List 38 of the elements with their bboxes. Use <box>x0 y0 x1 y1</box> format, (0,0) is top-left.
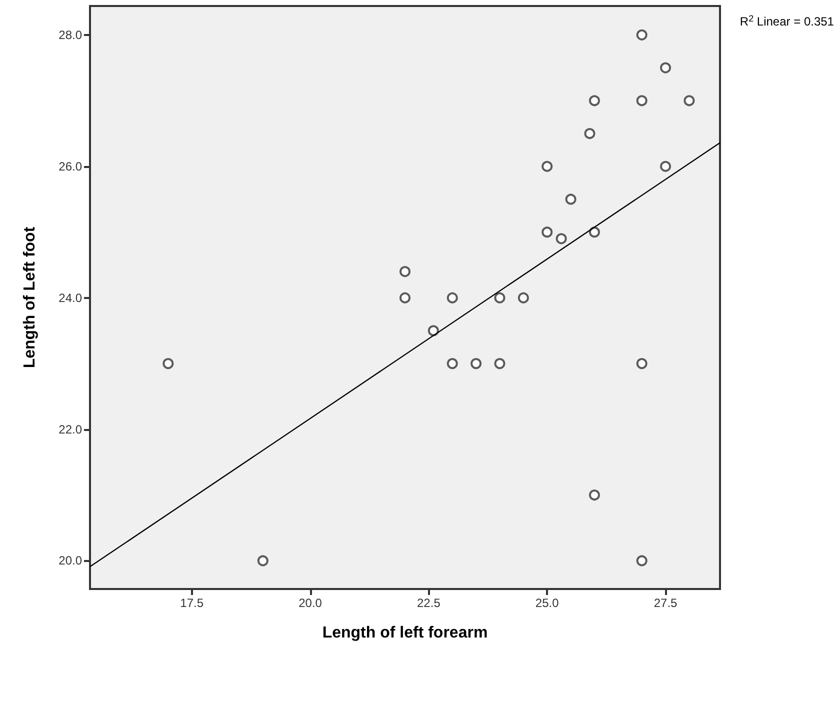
point <box>636 358 648 370</box>
point <box>588 95 600 106</box>
y-tick-label: 26.0 <box>58 159 82 174</box>
point <box>162 358 174 370</box>
point <box>470 358 482 370</box>
point <box>684 95 695 106</box>
y-tick-label: 22.0 <box>58 422 82 436</box>
x-tick-label: 27.5 <box>654 596 678 610</box>
y-tick-label: 28.0 <box>58 28 82 42</box>
point <box>400 266 410 278</box>
point <box>494 358 506 370</box>
point <box>400 292 410 304</box>
x-tick-label: 20.0 <box>298 596 322 610</box>
point <box>542 160 553 172</box>
x-tick-label: 17.5 <box>180 596 204 610</box>
point <box>494 292 506 304</box>
y-tick-label: 24.0 <box>58 290 82 305</box>
point <box>636 95 648 106</box>
point <box>588 226 600 238</box>
point <box>446 358 458 370</box>
point <box>542 226 553 238</box>
y-axis-title: Length of Left foot <box>22 226 38 368</box>
point <box>584 128 596 140</box>
x-tick-label: 25.0 <box>535 596 560 610</box>
point <box>636 555 648 566</box>
y-tick-label: 20.0 <box>58 554 82 568</box>
point <box>446 292 458 304</box>
point <box>257 555 268 566</box>
point <box>518 292 529 304</box>
point <box>556 233 567 244</box>
x-axis-title: Length of left forearm <box>322 624 488 642</box>
point <box>660 160 672 172</box>
point <box>660 62 672 74</box>
point <box>565 194 576 205</box>
point <box>588 490 600 501</box>
point <box>636 29 648 40</box>
x-tick-label: 22.5 <box>417 596 441 610</box>
point <box>428 325 439 336</box>
